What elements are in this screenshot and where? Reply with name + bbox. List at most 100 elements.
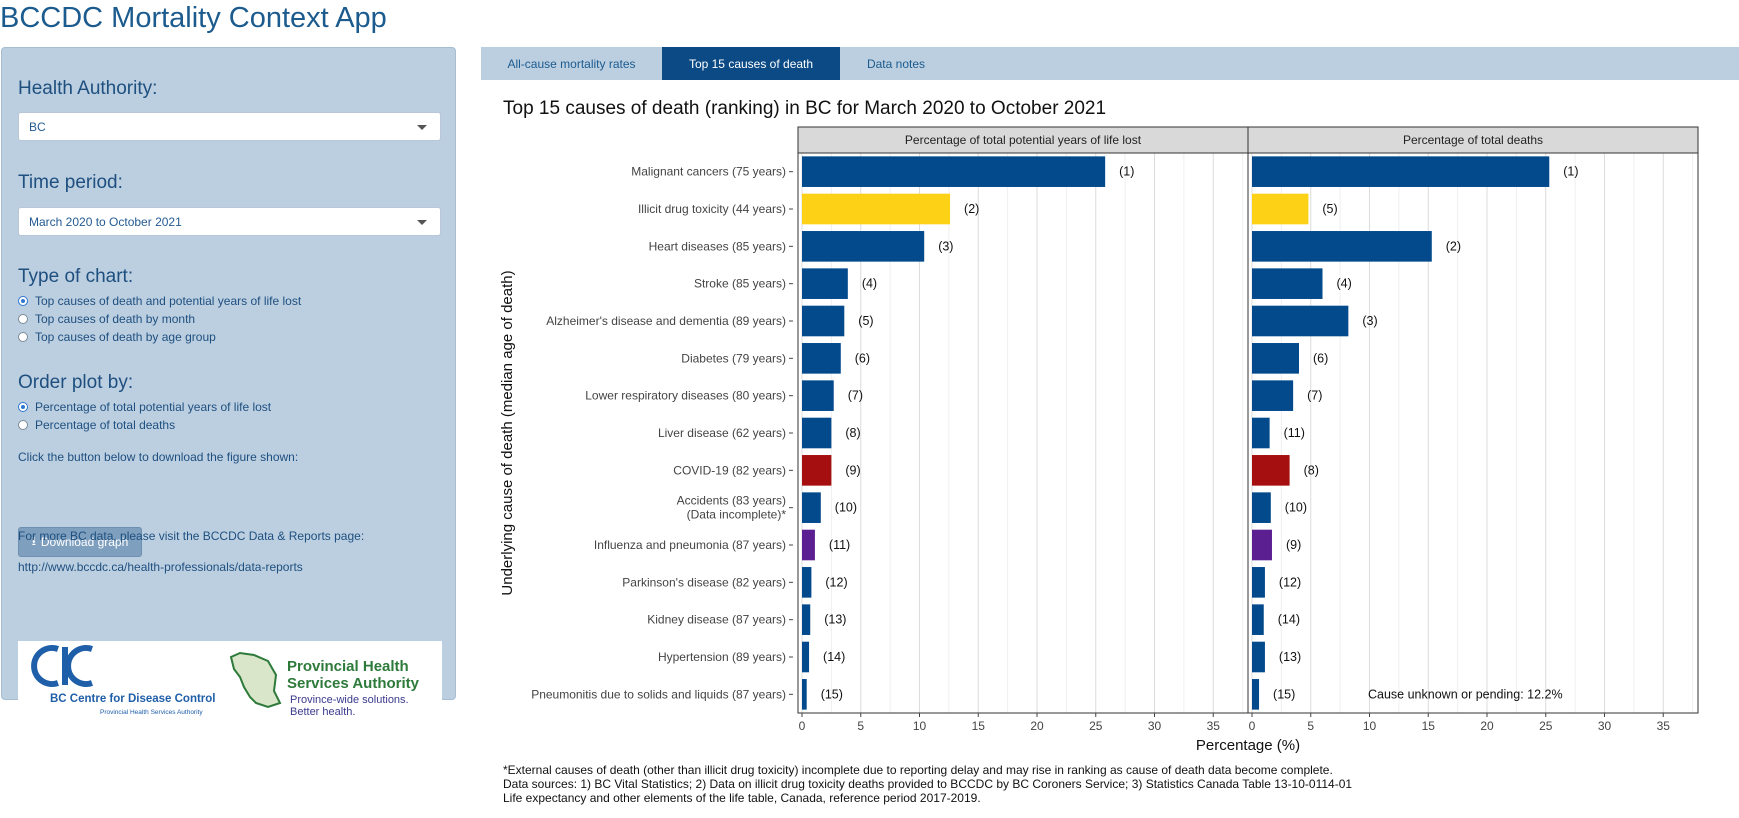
bar [802,156,1106,187]
x-tick-label: 30 [1148,719,1162,733]
bar [1252,604,1264,635]
bar [1252,492,1271,523]
bar-label: (5) [1322,202,1337,216]
bar [802,343,841,374]
bar [802,529,815,561]
bar-label: (14) [823,650,845,664]
bar-label: (11) [829,538,850,552]
bar-label: (13) [1279,650,1301,664]
top-causes-chart: Underlying cause of death (median age of… [499,126,1699,754]
health-authority-select[interactable]: BC [18,112,441,141]
tab-data-notes[interactable]: Data notes [866,56,926,71]
bar-label: (3) [938,239,953,253]
phsa-logo-line2: Services Authority [287,675,420,692]
x-axis-title: Percentage (%) [1196,737,1300,754]
panel-title: Percentage of total potential years of l… [905,133,1142,147]
category-label: Malignant cancers (75 years) [631,165,786,179]
bar-label: (1) [1563,165,1578,179]
time-period-value: March 2020 to October 2021 [29,215,182,229]
bar-label: (10) [835,501,857,515]
tab-all-cause-mortality[interactable]: All-cause mortality rates [507,56,636,71]
bar [1252,417,1270,449]
footnote-life-table: Life expectancy and other elements of th… [503,791,981,805]
time-period-select[interactable]: March 2020 to October 2021 [18,207,441,236]
chart-type-option-age[interactable]: Top causes of death by age group [18,330,216,344]
category-label: Heart diseases (85 years) [649,239,786,253]
bar-label: (15) [1273,687,1295,701]
category-label: Accidents (83 years) [677,494,786,508]
bar [802,567,812,598]
radio-unchecked-icon[interactable] [18,420,28,430]
health-authority-value: BC [29,120,46,134]
logos: BC Centre for Disease Control Provincial… [31,645,420,718]
chart-type-label: Type of chart: [18,266,134,287]
category-label: Pneumonitis due to solids and liquids (8… [531,687,786,701]
bar [1252,268,1323,299]
more-data-text: For more BC data, please visit the BCCDC… [18,529,365,543]
phsa-logo-line1: Provincial Health [287,658,409,675]
bar [802,455,832,486]
bar-label: (2) [1446,239,1461,253]
order-by-option-deaths[interactable]: Percentage of total deaths [18,418,175,432]
bccdc-logo: BC Centre for Disease Control Provincial… [31,645,216,716]
radio-checked-icon[interactable] [18,402,28,412]
health-authority-label: Health Authority: [18,78,158,99]
bar [1252,380,1294,411]
panel-strip [1247,126,1699,154]
chevron-down-icon [417,220,427,225]
bccdc-logo-text: BC Centre for Disease Control [50,693,216,705]
download-icon: ⭳ [31,533,36,548]
category-label: Diabetes (79 years) [681,351,786,365]
radio-label: Percentage of total deaths [35,418,176,432]
x-tick-label: 15 [972,719,986,733]
radio-label: Top causes of death by age group [35,330,216,344]
bar-label: (11) [1284,426,1305,440]
x-tick-label: 25 [1089,719,1103,733]
bar [802,604,811,635]
order-by-option-pyll[interactable]: Percentage of total potential years of l… [18,400,271,414]
data-reports-link[interactable]: http://www.bccdc.ca/health-professionals… [18,560,303,574]
category-label: Stroke (85 years) [694,277,786,291]
footnote-incomplete: *External causes of death (other than il… [503,763,1333,777]
category-label: Liver disease (62 years) [658,426,786,440]
bar [802,305,845,337]
x-tick-label: 20 [1030,719,1044,733]
radio-unchecked-icon[interactable] [18,314,28,324]
x-tick-label: 10 [913,719,927,733]
x-tick-label: 30 [1598,719,1612,733]
tab-top-15-causes[interactable]: Top 15 causes of death [662,47,840,80]
category-label: Kidney disease (87 years) [647,613,786,627]
bar-label: (12) [825,575,847,589]
x-tick-label: 25 [1539,719,1553,733]
bar [1252,343,1299,374]
bar-label: (15) [821,687,843,701]
bar [1252,231,1432,262]
radio-label: Top causes of death and potential years … [35,294,302,308]
radio-label: Percentage of total potential years of l… [35,400,272,414]
x-tick-label: 15 [1422,719,1436,733]
bar-label: (2) [964,202,979,216]
radio-unchecked-icon[interactable] [18,332,28,342]
bar-label: (6) [1313,351,1328,365]
bar-label: (8) [845,426,860,440]
bar-label: (8) [1304,463,1319,477]
chart-type-option-pyll[interactable]: Top causes of death and potential years … [18,294,301,308]
panel-strip [797,126,1249,154]
bar-label: (4) [862,277,877,291]
bar [802,417,832,449]
radio-label: Top causes of death by month [35,312,196,326]
logos-panel: BC Centre for Disease Control Provincial… [18,641,442,731]
category-label: Lower respiratory diseases (80 years) [585,389,786,403]
bar-label: (3) [1362,314,1377,328]
bar-label: (7) [848,389,863,403]
chart-type-option-month[interactable]: Top causes of death by month [18,312,195,326]
chevron-down-icon [417,125,427,130]
bar-label: (12) [1279,575,1301,589]
download-graph-button[interactable]: ⭳ Download graph [18,527,142,557]
bar [802,231,925,262]
download-prompt: Click the button below to download the f… [18,450,299,464]
bar [1252,305,1349,337]
x-tick-label: 0 [1249,719,1256,733]
x-tick-label: 10 [1363,719,1377,733]
radio-checked-icon[interactable] [18,296,28,306]
